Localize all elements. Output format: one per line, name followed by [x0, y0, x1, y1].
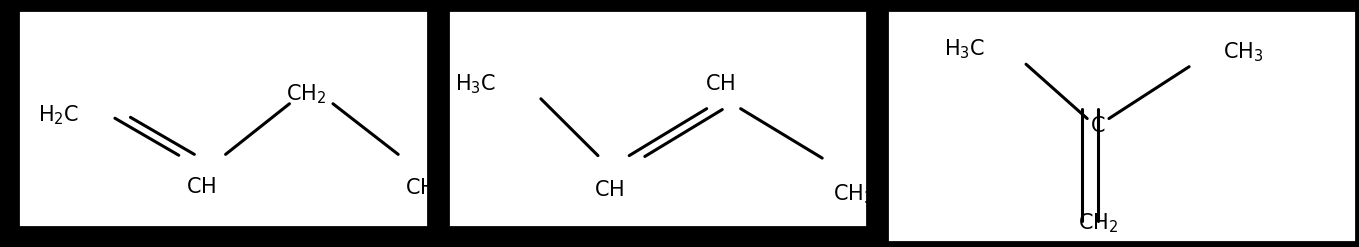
Text: $\mathregular{CH_3}$: $\mathregular{CH_3}$: [1223, 40, 1264, 64]
FancyBboxPatch shape: [448, 10, 867, 227]
Text: $\mathregular{CH_2}$: $\mathregular{CH_2}$: [285, 82, 326, 106]
FancyBboxPatch shape: [887, 10, 1356, 242]
Text: $\mathregular{H_3C}$: $\mathregular{H_3C}$: [945, 38, 985, 61]
Text: $\mathregular{CH_3}$: $\mathregular{CH_3}$: [405, 177, 446, 200]
Text: $\mathregular{CH}$: $\mathregular{CH}$: [705, 74, 735, 94]
Text: $\mathregular{H_3C}$: $\mathregular{H_3C}$: [455, 72, 496, 96]
Text: $\mathregular{C}$: $\mathregular{C}$: [1090, 116, 1106, 136]
Text: $\mathregular{CH_3}$: $\mathregular{CH_3}$: [833, 183, 874, 206]
FancyBboxPatch shape: [18, 10, 428, 227]
Text: $\mathregular{H_2C}$: $\mathregular{H_2C}$: [38, 103, 79, 127]
Text: $\mathregular{CH}$: $\mathregular{CH}$: [594, 180, 624, 200]
Text: $\mathregular{CH_2}$: $\mathregular{CH_2}$: [1078, 211, 1118, 235]
Text: $\mathregular{CH}$: $\mathregular{CH}$: [186, 177, 216, 197]
